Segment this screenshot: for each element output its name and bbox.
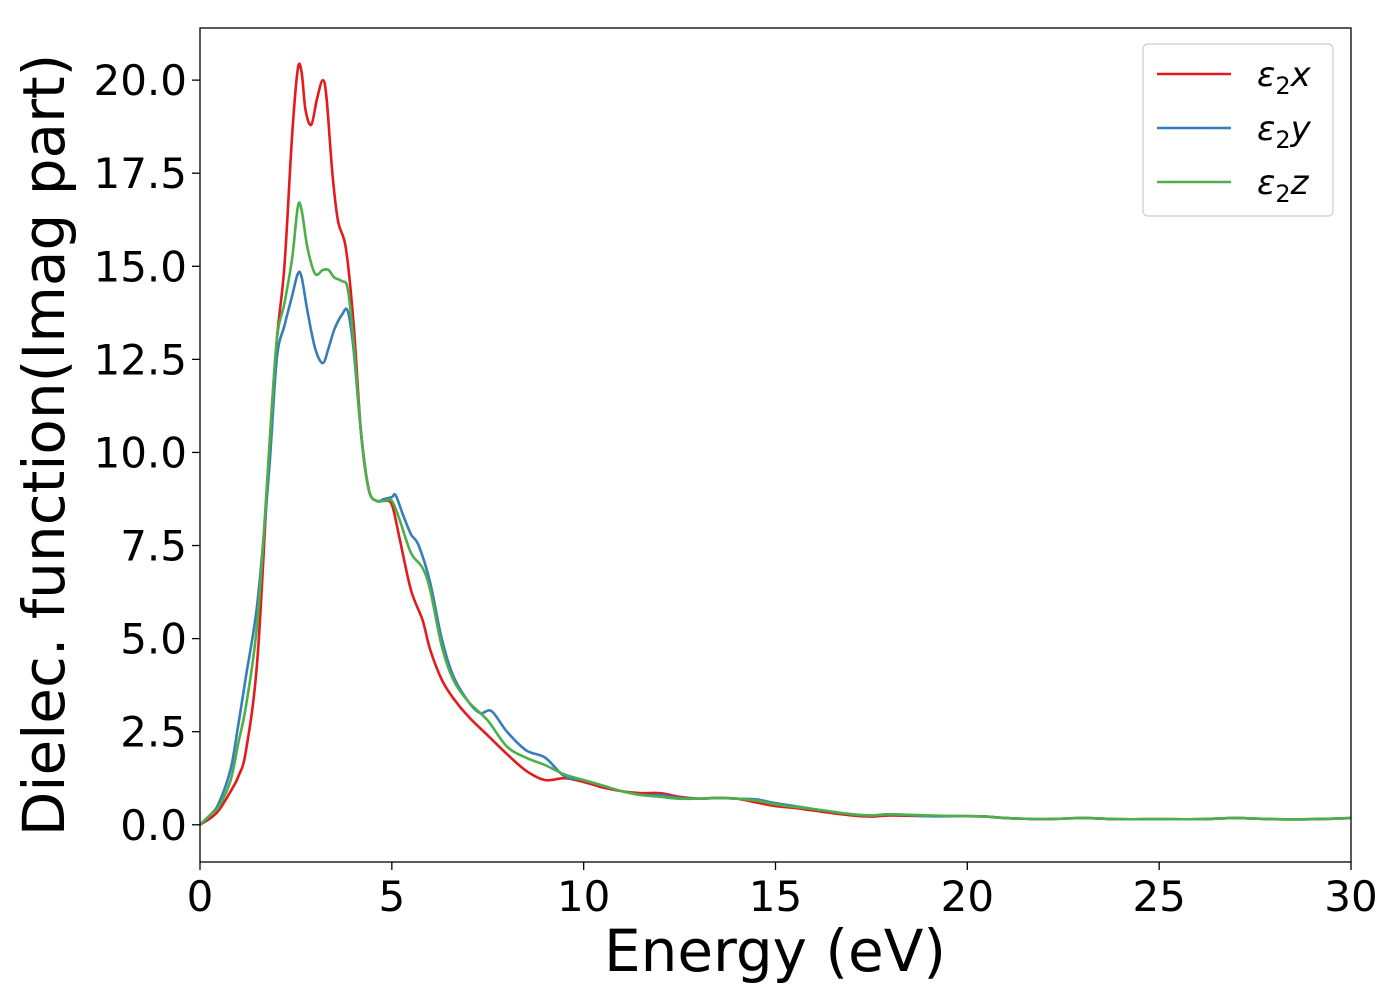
legend-label-y: ε2y (1257, 109, 1312, 154)
y-tick-label: 15.0 (93, 242, 187, 291)
x-axis-title: Energy (eV) (604, 917, 946, 985)
x-tick-label: 15 (749, 872, 802, 921)
y-tick-label: 5.0 (120, 615, 187, 664)
y-tick-label: 7.5 (120, 522, 187, 571)
y-tick-label: 20.0 (93, 56, 187, 105)
x-tick-label: 0 (187, 872, 214, 921)
legend-label-x: ε2x (1257, 55, 1312, 100)
y-tick-label: 12.5 (93, 335, 187, 384)
x-axis: 0 5 10 15 20 25 30 (187, 862, 1378, 921)
series-layer (200, 62, 1351, 826)
x-tick-label: 5 (378, 872, 405, 921)
y-axis-title: Dielec. function(Imag part) (10, 54, 78, 837)
legend-label-z: ε2z (1257, 163, 1310, 208)
y-tick-label: 17.5 (93, 149, 187, 198)
y-tick-label: 2.5 (120, 708, 187, 757)
legend: ε2x ε2y ε2z (1142, 43, 1334, 217)
x-tick-label: 25 (1132, 872, 1185, 921)
y-tick-label: 0.0 (120, 801, 187, 850)
x-tick-label: 10 (557, 872, 610, 921)
y-axis: 0.0 2.5 5.0 7.5 10.0 12.5 15.0 17.5 20.0 (93, 56, 200, 850)
y-tick-label: 10.0 (93, 428, 187, 477)
legend-box (1142, 43, 1334, 217)
x-tick-label: 30 (1324, 872, 1377, 921)
x-tick-label: 20 (941, 872, 994, 921)
series-line-z (200, 201, 1351, 826)
